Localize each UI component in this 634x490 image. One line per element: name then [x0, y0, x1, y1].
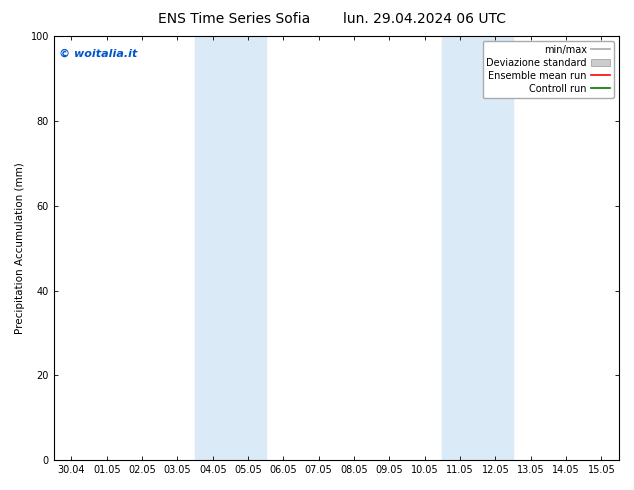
Text: ENS Time Series Sofia: ENS Time Series Sofia	[158, 12, 311, 26]
Text: © woitalia.it: © woitalia.it	[60, 49, 138, 59]
Text: lun. 29.04.2024 06 UTC: lun. 29.04.2024 06 UTC	[343, 12, 507, 26]
Legend: min/max, Deviazione standard, Ensemble mean run, Controll run: min/max, Deviazione standard, Ensemble m…	[482, 41, 614, 98]
Bar	[443, 36, 513, 460]
Y-axis label: Precipitation Accumulation (mm): Precipitation Accumulation (mm)	[15, 162, 25, 334]
Bar	[195, 36, 266, 460]
